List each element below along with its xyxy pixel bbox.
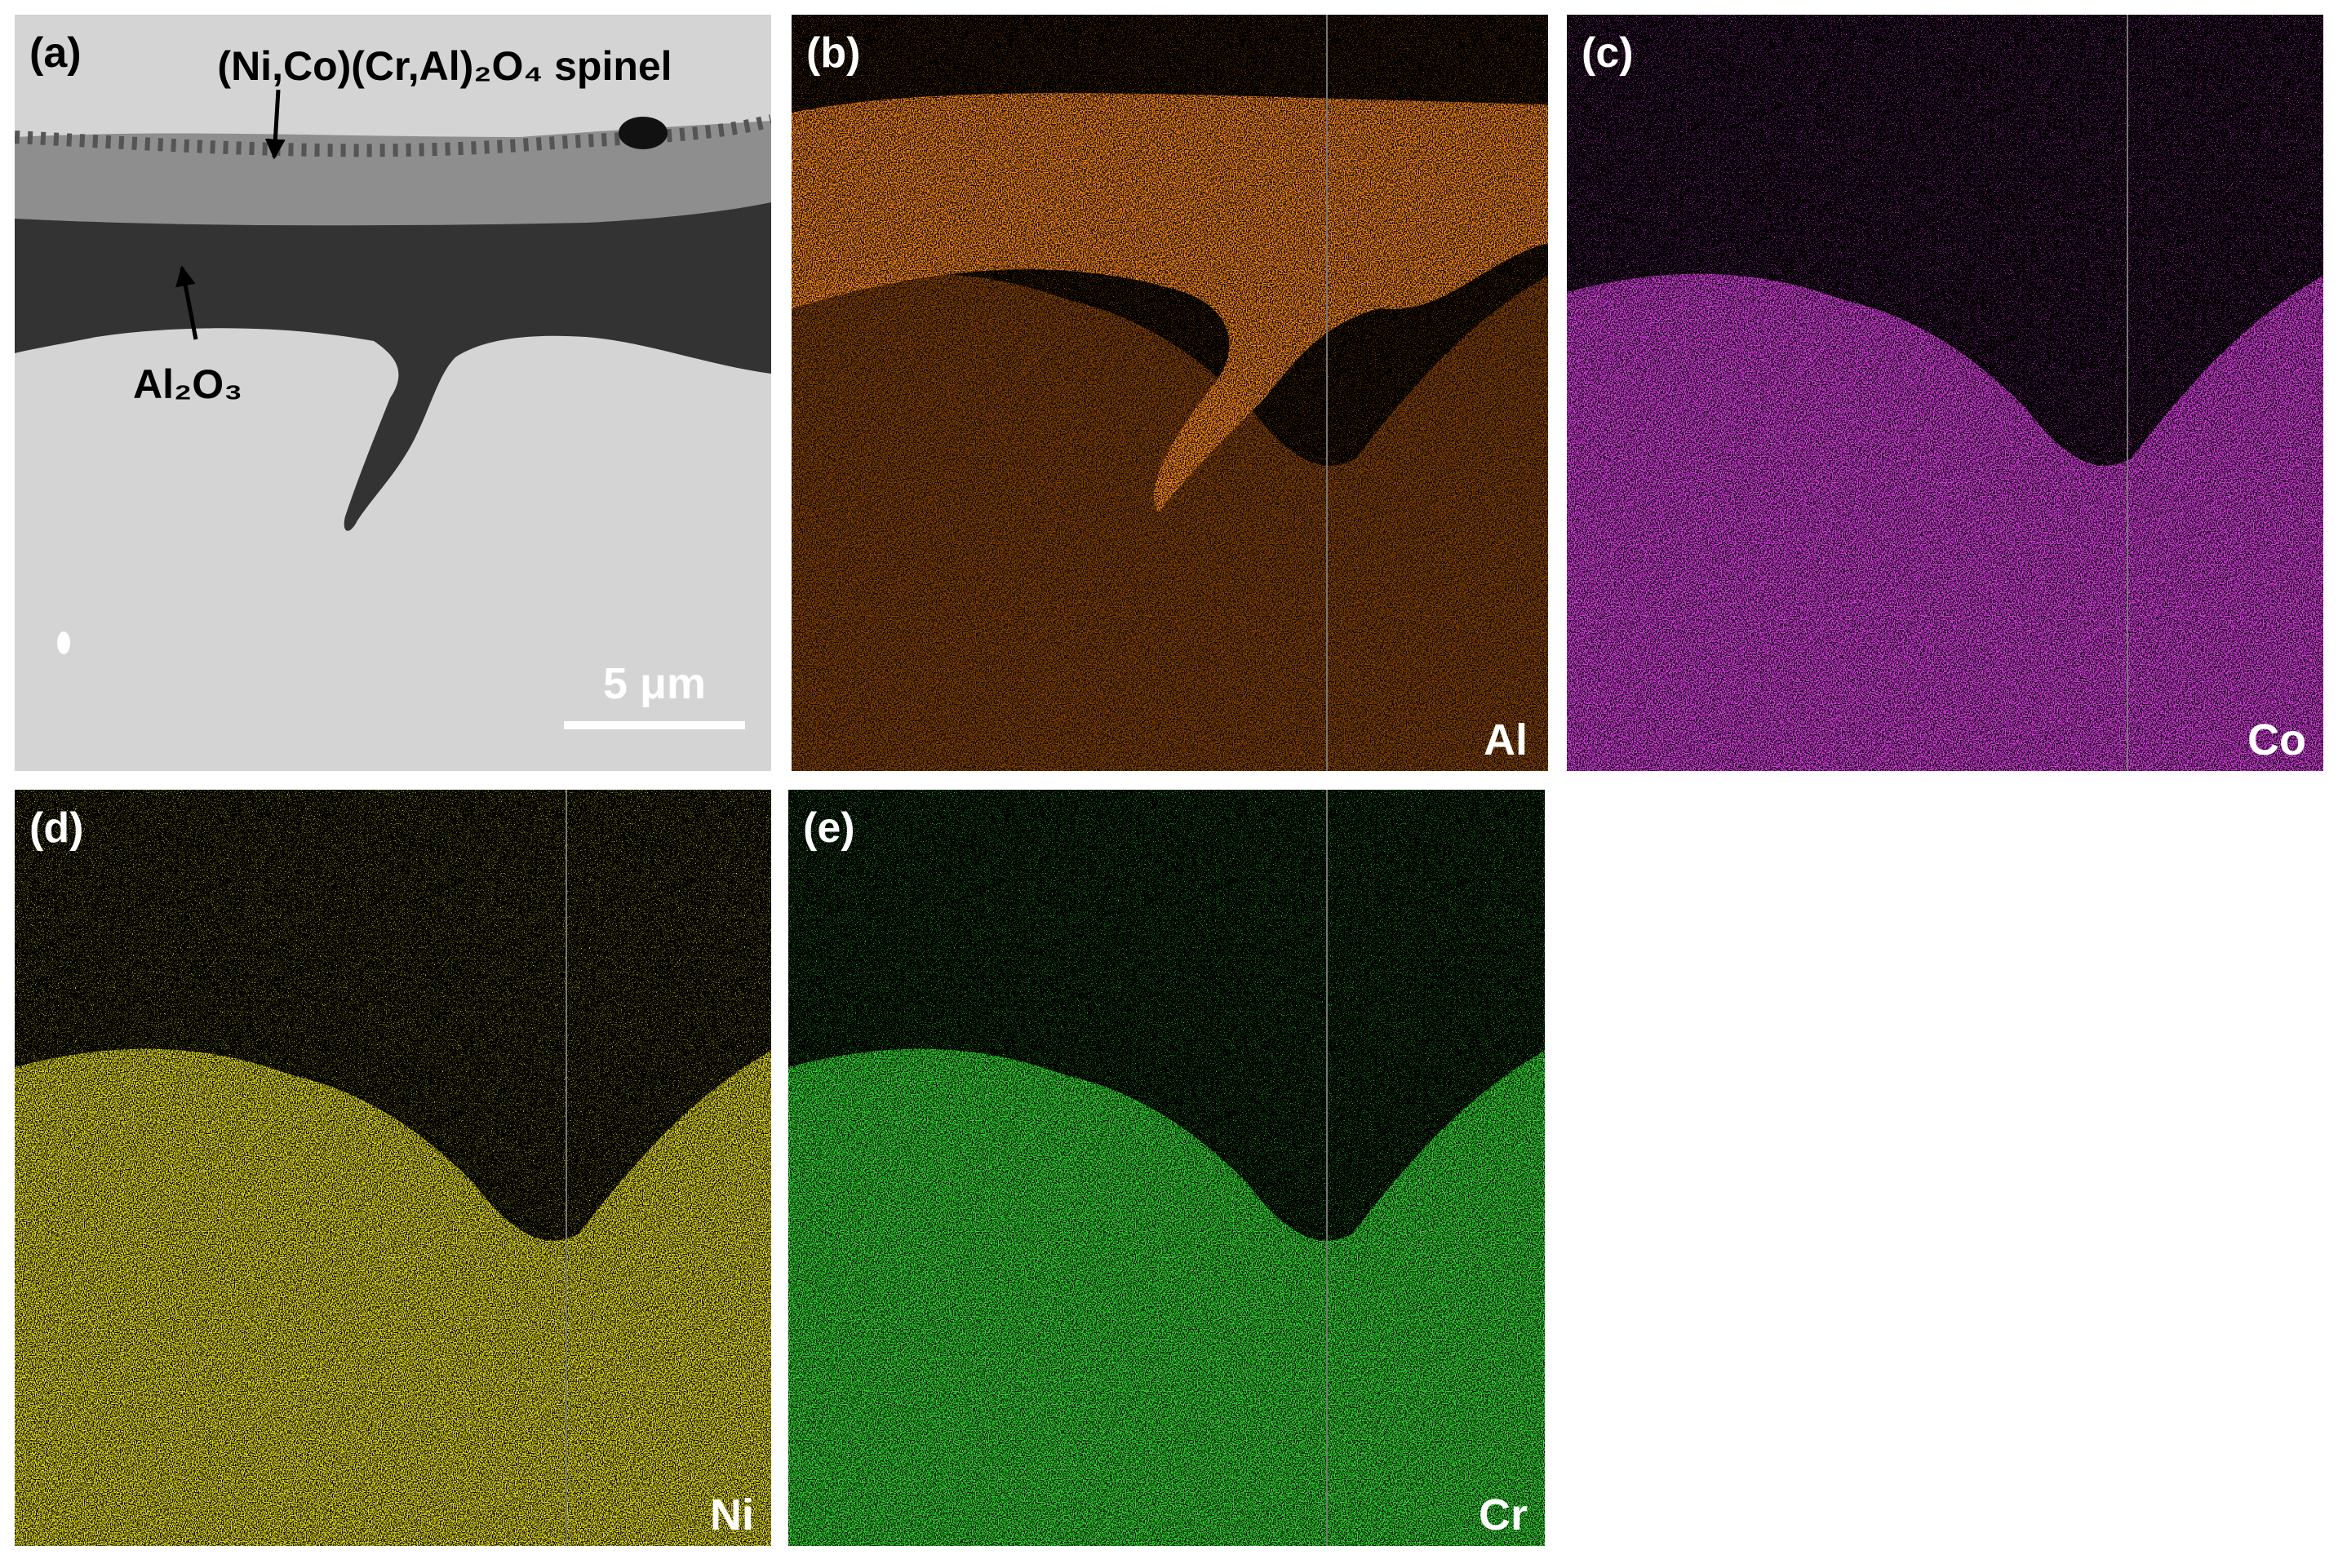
panel-d xyxy=(15,790,771,1546)
panel-e xyxy=(788,790,1545,1546)
scale-bar-label: 5 μm xyxy=(603,659,706,708)
panel-label: (a) xyxy=(29,29,82,77)
panel-label: (c) xyxy=(1582,29,1634,77)
panel-label: (e) xyxy=(803,804,855,852)
annotation: (Ni,Co)(Cr,Al)₂O₄ spinel xyxy=(217,43,672,89)
panel-label: (d) xyxy=(29,804,83,852)
alumina-region xyxy=(792,93,1548,513)
panel-c xyxy=(1567,15,2323,771)
element-label: Ni xyxy=(710,1490,754,1539)
annotation: Al₂O₃ xyxy=(133,361,242,407)
pore xyxy=(619,117,668,149)
inclusion xyxy=(57,631,70,654)
panel-b xyxy=(792,15,1548,771)
alumina-layer xyxy=(15,202,771,531)
panel-label: (b) xyxy=(806,29,860,77)
element-label: Cr xyxy=(1479,1490,1528,1539)
element-label: Co xyxy=(2247,715,2306,764)
layer-edge xyxy=(15,114,771,157)
panel-a: (a) (Ni,Co)(Cr,Al)₂O₄ spinel Al₂O₃ 5 μm xyxy=(15,15,771,771)
element-label: Al xyxy=(1484,715,1528,764)
map-labels: (b) Al (c) Co (d) Ni (e) Cr xyxy=(29,29,2306,1539)
scale-bar xyxy=(564,721,745,729)
arrow xyxy=(175,265,198,340)
arrow xyxy=(264,89,286,160)
